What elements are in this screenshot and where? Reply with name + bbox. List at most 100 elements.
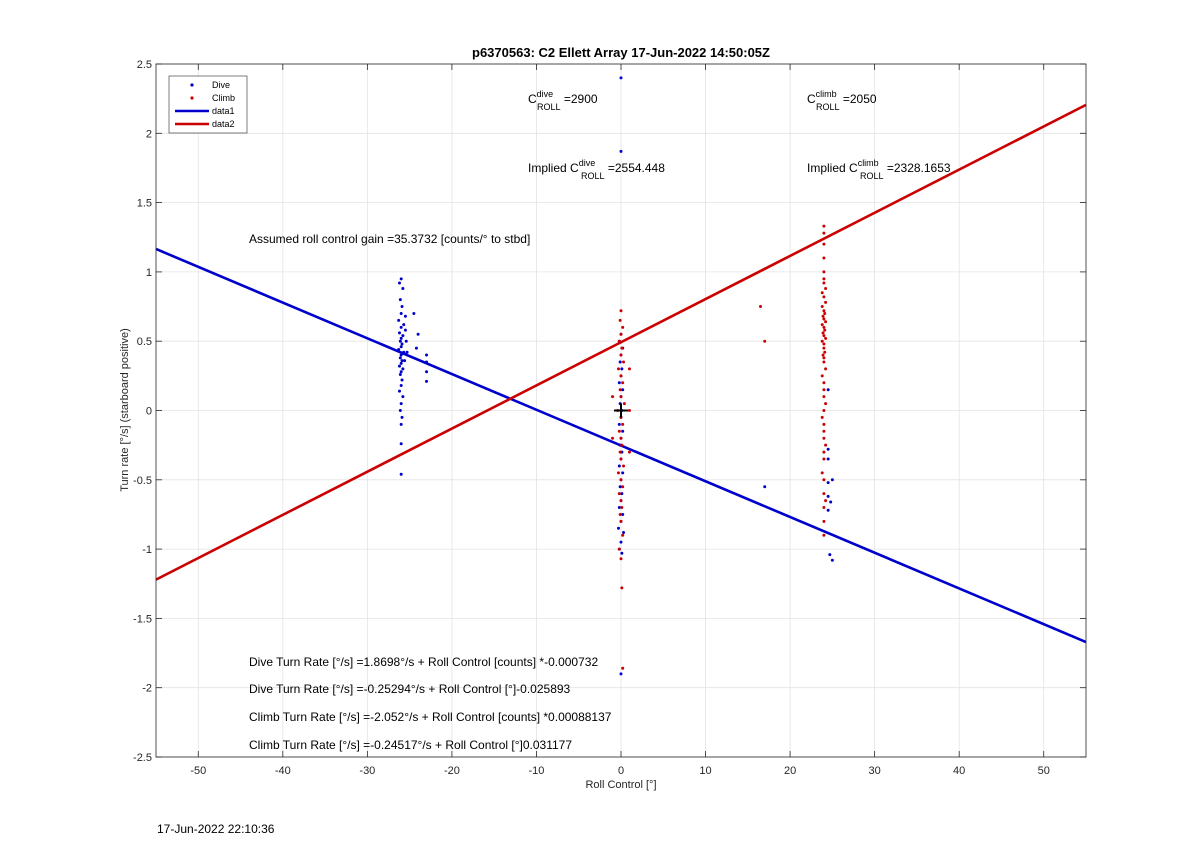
data-point-dive bbox=[829, 500, 833, 504]
y-tick-label: -1 bbox=[142, 544, 152, 556]
data-point-dive bbox=[397, 318, 401, 322]
x-tick-label: 0 bbox=[618, 765, 624, 777]
legend-label-data1: data1 bbox=[212, 106, 235, 116]
data-point-dive bbox=[425, 379, 429, 383]
data-point-climb bbox=[824, 287, 828, 291]
data-point-climb bbox=[616, 367, 620, 371]
data-point-climb bbox=[822, 325, 826, 329]
data-point-climb bbox=[822, 342, 826, 346]
data-point-climb bbox=[823, 350, 827, 354]
data-point-dive bbox=[398, 298, 402, 302]
data-point-climb bbox=[620, 346, 624, 350]
legend-marker-dive bbox=[190, 83, 194, 87]
data-point-climb bbox=[824, 336, 828, 340]
data-point-dive bbox=[412, 311, 416, 315]
data-point-dive bbox=[399, 402, 403, 406]
data-point-dive bbox=[399, 472, 403, 476]
data-point-climb bbox=[822, 281, 826, 285]
data-point-climb bbox=[824, 499, 828, 503]
data-point-dive bbox=[830, 558, 834, 562]
annotation-implied-climb: Implied Cclimb ROLL =2328.1653 bbox=[807, 158, 951, 181]
data-point-climb bbox=[619, 436, 623, 440]
data-point-climb bbox=[611, 436, 615, 440]
data-point-dive bbox=[397, 281, 401, 285]
y-tick-label: 2 bbox=[146, 128, 152, 140]
data-point-climb bbox=[824, 300, 828, 304]
data-point-climb bbox=[616, 471, 620, 475]
data-point-dive bbox=[619, 672, 623, 676]
data-point-climb bbox=[820, 323, 824, 327]
data-point-climb bbox=[822, 356, 826, 360]
data-point-dive bbox=[826, 447, 830, 451]
data-point-climb bbox=[820, 415, 824, 419]
data-point-dive bbox=[398, 372, 402, 376]
x-tick-label: 50 bbox=[1038, 765, 1050, 777]
data-point-dive bbox=[401, 287, 405, 291]
data-point-climb bbox=[822, 224, 826, 228]
data-point-climb bbox=[619, 309, 623, 313]
data-point-dive bbox=[620, 492, 624, 496]
data-point-dive bbox=[397, 364, 401, 368]
data-point-dive bbox=[399, 370, 403, 374]
print-timestamp: 17-Jun-2022 22:10:36 bbox=[157, 822, 275, 836]
data-point-climb bbox=[823, 328, 827, 332]
data-point-climb bbox=[824, 443, 828, 447]
data-point-climb bbox=[823, 311, 827, 315]
annotation-eq-dive-deg: Dive Turn Rate [°/s] =-0.25294°/s + Roll… bbox=[249, 682, 571, 696]
data-point-dive bbox=[400, 378, 404, 382]
data-point-climb bbox=[822, 533, 826, 537]
data-point-climb bbox=[820, 339, 824, 343]
data-point-climb bbox=[618, 512, 622, 516]
data-point-dive bbox=[398, 356, 402, 360]
data-point-dive bbox=[621, 429, 625, 433]
data-point-dive bbox=[616, 526, 620, 530]
data-point-climb bbox=[820, 291, 824, 295]
data-point-dive bbox=[416, 332, 420, 336]
data-point-climb bbox=[622, 402, 626, 406]
data-point-dive bbox=[619, 540, 623, 544]
data-point-climb bbox=[822, 334, 826, 338]
data-point-climb bbox=[617, 547, 621, 551]
legend-label-data2: data2 bbox=[212, 119, 235, 129]
data-point-dive bbox=[619, 149, 623, 153]
data-point-dive bbox=[401, 334, 405, 338]
data-point-dive bbox=[621, 512, 625, 516]
data-point-dive bbox=[401, 367, 405, 371]
annotation-cclimb: Cclimb ROLL =2050 bbox=[807, 89, 877, 112]
data-point-dive bbox=[622, 530, 626, 534]
data-point-dive bbox=[405, 350, 409, 354]
legend-label-climb: Climb bbox=[212, 93, 235, 103]
data-point-climb bbox=[627, 450, 631, 454]
y-tick-label: -0.5 bbox=[133, 475, 152, 487]
x-tick-label: -50 bbox=[190, 765, 206, 777]
data-point-climb bbox=[618, 388, 622, 392]
data-point-climb bbox=[627, 367, 631, 371]
data-point-climb bbox=[822, 450, 826, 454]
data-point-climb bbox=[763, 339, 767, 343]
data-point-climb bbox=[822, 429, 826, 433]
y-tick-label: -2 bbox=[142, 683, 152, 695]
data-point-climb bbox=[822, 295, 826, 299]
legend: Dive Climb data1 data2 bbox=[168, 75, 248, 134]
data-point-dive bbox=[425, 370, 429, 374]
data-point-dive bbox=[403, 359, 407, 363]
data-point-dive bbox=[617, 381, 621, 385]
data-point-dive bbox=[617, 506, 621, 510]
data-point-dive bbox=[399, 442, 403, 446]
x-tick-label: 30 bbox=[869, 765, 881, 777]
data-point-climb bbox=[822, 231, 826, 235]
y-axis-label: Turn rate [°/s] (starboard positive) bbox=[119, 328, 131, 492]
y-tick-label: -2.5 bbox=[133, 752, 152, 764]
data-point-climb bbox=[822, 395, 826, 399]
data-point-climb bbox=[619, 353, 623, 357]
data-point-climb bbox=[619, 557, 623, 561]
data-point-dive bbox=[621, 388, 625, 392]
data-point-climb bbox=[822, 277, 826, 281]
data-point-climb bbox=[824, 367, 828, 371]
data-point-climb bbox=[621, 325, 625, 329]
data-point-climb bbox=[822, 388, 826, 392]
data-point-climb bbox=[822, 256, 826, 260]
data-point-climb bbox=[617, 339, 621, 343]
annotation-eq-climb-counts: Climb Turn Rate [°/s] =-2.052°/s + Roll … bbox=[249, 710, 612, 724]
data-point-climb bbox=[820, 374, 824, 378]
